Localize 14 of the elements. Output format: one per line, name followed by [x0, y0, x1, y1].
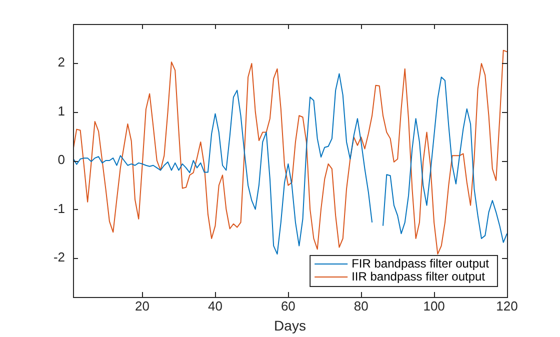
y-tick-label: 1 — [58, 103, 65, 118]
x-tick-label: 40 — [208, 298, 222, 314]
x-tick-label: 20 — [135, 298, 150, 314]
x-tick-label: 60 — [280, 298, 296, 314]
legend-label: IIR bandpass filter output — [352, 269, 486, 284]
y-tick-label: 0 — [58, 152, 65, 168]
legend-label: FIR bandpass filter output — [352, 256, 490, 270]
x-tick-label: 80 — [354, 298, 368, 314]
y-tick-label: -1 — [53, 200, 65, 216]
y-tick-label: 2 — [58, 54, 65, 70]
x-axis-title: Days — [274, 317, 306, 334]
x-tick-label: 100 — [423, 298, 445, 314]
y-tick-label: -2 — [53, 250, 65, 265]
x-tick-label: 120 — [496, 298, 518, 314]
